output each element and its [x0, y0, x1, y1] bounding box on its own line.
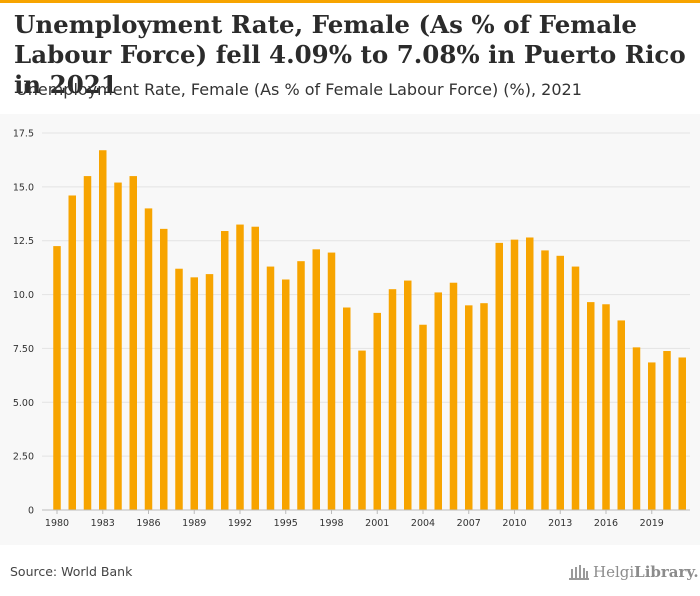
x-tick-label: 2019: [640, 518, 664, 529]
bar-2009[interactable]: [495, 242, 504, 510]
x-tick-label: 1989: [182, 518, 206, 529]
bar-1994[interactable]: [266, 266, 275, 510]
bar-1998[interactable]: [327, 252, 336, 510]
bar-1991[interactable]: [221, 231, 229, 510]
bar-2011[interactable]: [526, 237, 534, 510]
bar-1980[interactable]: [53, 246, 61, 510]
bar-2005[interactable]: [434, 292, 443, 510]
x-axis-labels: 1980 1983 1986 1989 1992 1995 1998 2001 2004 2007…: [45, 518, 664, 529]
top-accent-rule: [0, 0, 700, 3]
bar-2021[interactable]: [678, 357, 687, 510]
x-tick-label: 1992: [228, 518, 252, 529]
bar-2017[interactable]: [617, 320, 626, 510]
bar-2018[interactable]: [632, 347, 641, 510]
x-tick-label: 2016: [594, 518, 618, 529]
bar-1996[interactable]: [297, 261, 305, 510]
chart-subtitle: Unemployment Rate, Female (As % of Femal…: [16, 80, 582, 99]
bar-2010[interactable]: [510, 239, 519, 510]
bar-2001[interactable]: [373, 312, 382, 510]
x-tick-label: 2013: [548, 518, 572, 529]
bar-1986[interactable]: [144, 208, 153, 510]
bar-2019[interactable]: [648, 362, 656, 510]
bar-2008[interactable]: [480, 303, 488, 510]
x-axis-ticks: [56, 510, 653, 514]
bar-2014[interactable]: [571, 266, 580, 510]
y-axis-labels: 0 2.50 5.00 7.50 10.0 12.5 15.0 17.5: [13, 129, 34, 517]
bar-1988[interactable]: [175, 268, 183, 510]
bar-1997[interactable]: [312, 249, 321, 510]
y-tick-label: 12.5: [13, 236, 34, 247]
bar-2004[interactable]: [419, 324, 427, 510]
bar-1983[interactable]: [99, 150, 107, 510]
x-tick-label: 1998: [319, 518, 343, 529]
bar-1989[interactable]: [190, 277, 199, 510]
source-note: Source: World Bank: [10, 564, 133, 579]
x-tick-label: 2010: [502, 518, 526, 529]
x-tick-label: 1995: [274, 518, 298, 529]
chart-title: Unemployment Rate, Female (As % of Femal…: [14, 10, 686, 99]
bar-2007[interactable]: [465, 305, 473, 510]
bar-2006[interactable]: [449, 282, 458, 510]
bar-2003[interactable]: [404, 280, 412, 510]
bar-1984[interactable]: [114, 182, 122, 510]
x-tick-label: 1983: [91, 518, 115, 529]
x-tick-label: 2007: [457, 518, 481, 529]
y-tick-label: 5.00: [13, 398, 34, 409]
bar-1981[interactable]: [68, 195, 77, 510]
bar-2015[interactable]: [587, 302, 595, 510]
y-tick-label: 7.50: [13, 344, 34, 355]
bar-1982[interactable]: [83, 176, 92, 511]
x-tick-label: 2001: [365, 518, 389, 529]
x-tick-label: 1980: [45, 518, 69, 529]
bars: [53, 150, 687, 511]
y-tick-label: 17.5: [13, 129, 34, 140]
bar-1987[interactable]: [160, 228, 168, 510]
bar-2013[interactable]: [556, 255, 565, 510]
brand-logo[interactable]: HelgiLibrary.: [568, 561, 699, 583]
bar-1990[interactable]: [205, 274, 214, 510]
y-tick-label: 15.0: [13, 182, 34, 193]
library-building-icon: [569, 565, 589, 580]
bar-1995[interactable]: [282, 279, 290, 510]
brand-name: HelgiLibrary.: [593, 563, 699, 581]
bar-2016[interactable]: [602, 304, 610, 510]
y-tick-label: 2.50: [13, 452, 34, 463]
bar-1999[interactable]: [343, 307, 351, 510]
y-tick-label: 10.0: [13, 290, 34, 301]
bar-2020[interactable]: [663, 351, 671, 510]
bar-1992[interactable]: [236, 224, 244, 511]
y-tick-label: 0: [28, 506, 34, 517]
bar-2000[interactable]: [358, 350, 366, 510]
bar-2012[interactable]: [541, 250, 549, 510]
bar-1985[interactable]: [129, 176, 138, 511]
bar-1993[interactable]: [251, 226, 260, 510]
bar-2002[interactable]: [388, 289, 397, 510]
x-tick-label: 2004: [411, 518, 435, 529]
x-tick-label: 1986: [136, 518, 160, 529]
